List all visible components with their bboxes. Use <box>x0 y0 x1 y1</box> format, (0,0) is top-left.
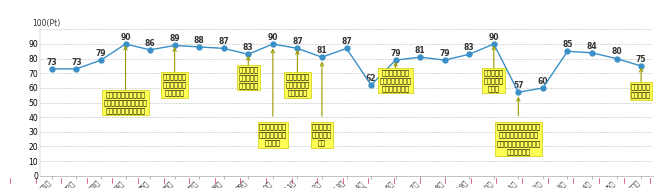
Text: 即席ラーメン市場に多く
の会社が参入し倒産の
危機。カップヌードルの
開発を始める: 即席ラーメン市場に多く の会社が参入し倒産の 危機。カップヌードルの 開発を始め… <box>496 124 541 155</box>
Text: 62: 62 <box>366 74 376 83</box>
Text: カップヌー
ドルが完成: カップヌー ドルが完成 <box>631 83 651 98</box>
Text: 90: 90 <box>488 33 499 42</box>
Text: 90: 90 <box>267 33 278 42</box>
Text: 87: 87 <box>292 37 303 46</box>
Text: 100(Pt): 100(Pt) <box>32 19 61 28</box>
Text: 84: 84 <box>587 42 597 51</box>
Text: 87: 87 <box>341 37 352 46</box>
Text: 萬平が信用
組合の理事
長に: 萬平が信用 組合の理事 長に <box>312 123 332 146</box>
Text: 79: 79 <box>390 49 401 58</box>
Text: 袋入りの即
席ラーメン
が完成: 袋入りの即 席ラーメン が完成 <box>484 69 504 92</box>
Text: 83: 83 <box>464 43 475 52</box>
Text: 萬平が信用組合
を辞め、即席ラー
メン作りを開始: 萬平が信用組合 を辞め、即席ラー メン作りを開始 <box>379 69 412 92</box>
Text: 79: 79 <box>440 49 450 58</box>
Text: 79: 79 <box>96 49 106 58</box>
Text: 81: 81 <box>317 46 327 55</box>
Text: 連続テレビ小説「まんぷく」のドラマバリュー推移(Point): 連続テレビ小説「まんぷく」のドラマバリュー推移(Point) <box>244 6 416 16</box>
Text: 87: 87 <box>218 37 229 46</box>
Text: 泉大津に引っ
越し、塩作り
をスタート: 泉大津に引っ 越し、塩作り をスタート <box>162 74 187 96</box>
Text: 57: 57 <box>513 81 523 90</box>
Text: 83: 83 <box>243 43 253 52</box>
Text: 80: 80 <box>611 47 622 56</box>
Text: 60: 60 <box>538 77 548 86</box>
Text: 81: 81 <box>415 46 426 55</box>
Text: 85: 85 <box>562 40 573 49</box>
Text: 89: 89 <box>170 34 180 43</box>
Text: 栄養食品「ダネ
イホン」作りを
スタート: 栄養食品「ダネ イホン」作りを スタート <box>259 123 287 146</box>
Text: 75: 75 <box>636 55 646 64</box>
Text: 88: 88 <box>194 36 205 45</box>
Text: 73: 73 <box>47 58 57 67</box>
Text: 86: 86 <box>145 39 155 48</box>
Text: 90: 90 <box>120 33 131 42</box>
Text: 萬平が無実の罪で憲兵
隊に捕まる。困難を乗り
越え福子と萬平が結婚: 萬平が無実の罪で憲兵 隊に捕まる。困難を乗り 越え福子と萬平が結婚 <box>104 91 148 114</box>
Text: 73: 73 <box>71 58 82 67</box>
Text: 萬平が脱税容
疑で逮捕軍に
逮捕される: 萬平が脱税容 疑で逮捕軍に 逮捕される <box>285 74 310 96</box>
Text: 萬平が無実
の罪で逮捕
軍に捕まる: 萬平が無実 の罪で逮捕 軍に捕まる <box>238 66 258 89</box>
